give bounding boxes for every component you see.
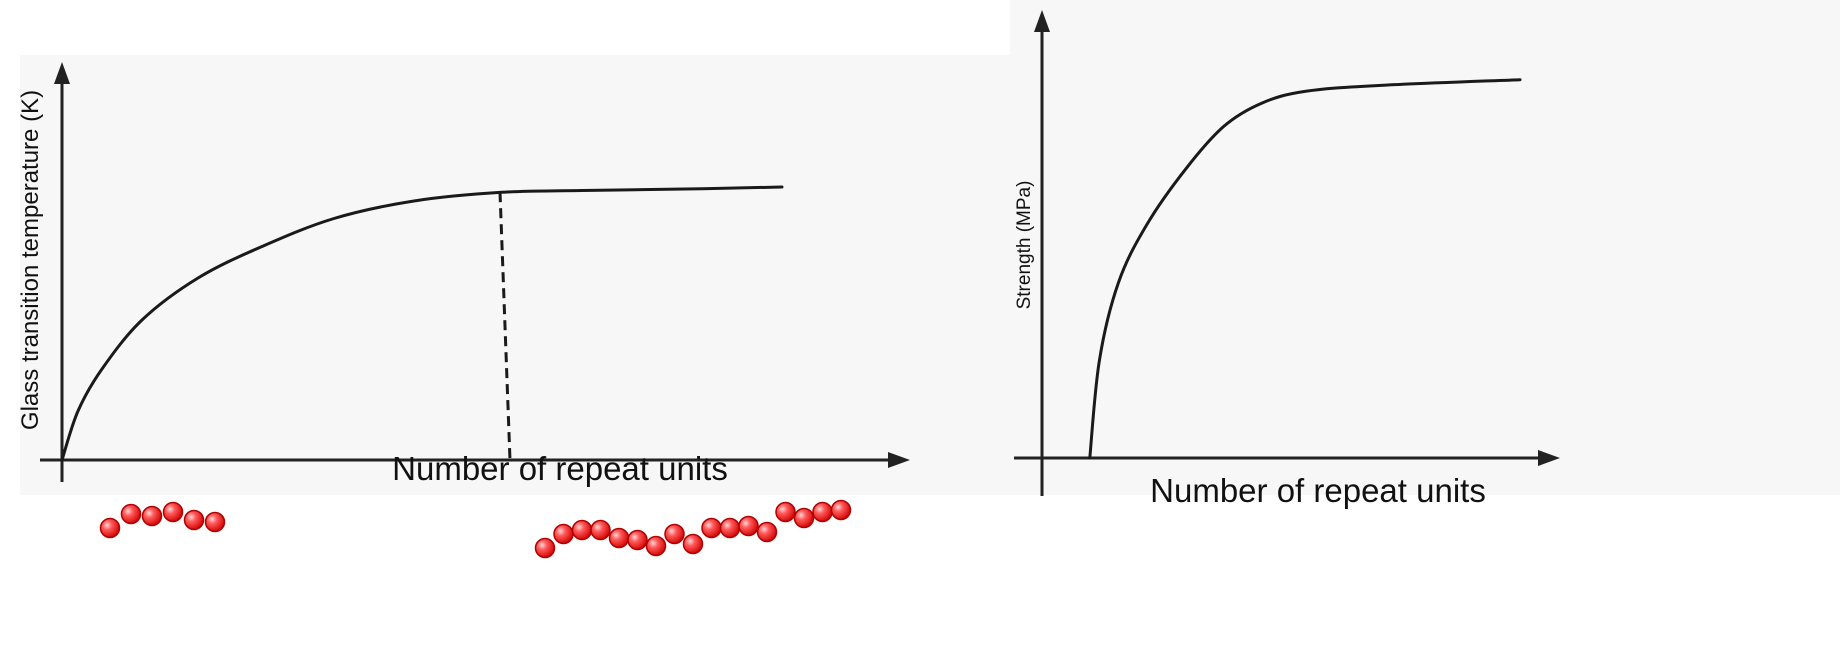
x-axis-label: Number of repeat units — [392, 450, 728, 487]
y-axis-label: Glass transition temperature (K) — [17, 90, 44, 430]
bead — [162, 501, 184, 523]
bead — [553, 523, 574, 545]
bead — [204, 511, 226, 533]
x-axis-label: Number of repeat units — [1150, 472, 1486, 509]
glass-transition-chart: Number of repeat units Glass transition … — [17, 55, 1070, 559]
bead — [775, 501, 796, 523]
bead — [534, 537, 556, 559]
bead — [141, 505, 163, 527]
bead — [590, 519, 611, 541]
dashed-marker-line — [498, 192, 512, 461]
bead — [793, 507, 815, 529]
bead — [183, 509, 205, 531]
axes — [40, 62, 910, 482]
bead-chain-long — [534, 499, 852, 559]
glass-transition-chart-svg: Number of repeat units Glass transition … — [17, 55, 1070, 559]
bead — [664, 523, 685, 545]
bead — [682, 533, 704, 555]
bead-chains — [99, 499, 852, 559]
y-axis-label: Strength (MPa) — [1014, 181, 1035, 310]
bead — [812, 501, 833, 523]
series-line-0 — [1088, 78, 1522, 460]
strength-chart: Number of repeat units Strength (MPa) — [1000, 0, 1840, 660]
plot-background — [20, 55, 1070, 495]
axes — [1014, 10, 1560, 496]
y-axis-arrow — [1034, 10, 1050, 32]
bead — [701, 517, 722, 539]
bead — [756, 521, 778, 543]
series-layer — [60, 185, 784, 462]
bead — [99, 517, 121, 539]
x-axis-arrow — [888, 452, 910, 468]
series-layer — [1088, 78, 1522, 460]
series-line-0 — [60, 185, 784, 462]
bead-chain-short — [99, 501, 226, 539]
bead — [645, 535, 667, 557]
bead — [738, 515, 759, 537]
y-axis-arrow — [54, 62, 70, 84]
annotation-layer — [498, 192, 512, 461]
bead — [608, 527, 630, 549]
x-axis-arrow — [1538, 450, 1560, 466]
bead — [571, 519, 593, 541]
strength-chart-svg: Number of repeat units Strength (MPa) — [1010, 0, 1840, 509]
bead — [719, 517, 741, 539]
bead — [627, 529, 648, 551]
bead — [120, 503, 142, 525]
bead — [830, 499, 852, 521]
